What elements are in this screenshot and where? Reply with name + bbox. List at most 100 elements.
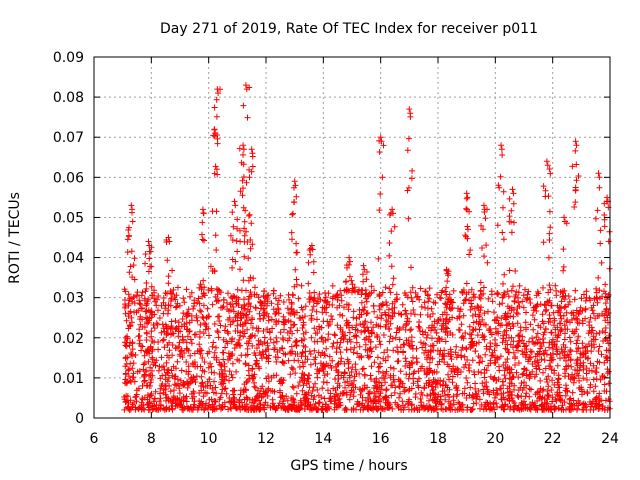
data-point: [519, 337, 526, 344]
data-point: [141, 406, 148, 413]
data-point: [463, 296, 469, 303]
data-point: [602, 325, 609, 331]
data-point: [332, 363, 339, 370]
data-point: [545, 393, 552, 399]
data-point: [595, 274, 602, 281]
data-point: [314, 370, 321, 377]
data-point: [599, 328, 606, 335]
data-point: [558, 315, 565, 322]
data-point: [179, 316, 186, 322]
data-point: [464, 406, 471, 413]
data-point: [338, 372, 345, 379]
data-point: [391, 223, 398, 230]
data-point: [314, 386, 321, 393]
data-point: [141, 295, 148, 302]
data-point: [599, 373, 606, 379]
data-point: [462, 330, 469, 336]
data-point: [279, 403, 286, 410]
data-point: [131, 255, 138, 262]
data-point: [126, 224, 132, 231]
data-point: [221, 399, 228, 406]
data-point: [229, 256, 236, 263]
data-point: [424, 312, 431, 318]
data-point: [226, 377, 232, 384]
data-point: [396, 394, 402, 401]
data-point: [371, 308, 378, 315]
data-point: [537, 377, 544, 384]
data-point: [547, 170, 554, 177]
data-point: [123, 392, 130, 399]
data-point: [290, 199, 297, 206]
data-point: [408, 338, 415, 345]
data-point: [204, 382, 211, 389]
data-point: [211, 104, 218, 111]
data-point: [314, 330, 321, 336]
data-point: [178, 323, 185, 330]
data-point: [388, 228, 395, 235]
data-point: [209, 407, 216, 413]
data-point: [399, 398, 406, 405]
data-point: [199, 231, 205, 238]
data-point: [429, 310, 436, 317]
data-point: [220, 349, 227, 356]
data-point: [378, 315, 385, 322]
data-point: [436, 294, 443, 301]
data-point: [155, 293, 162, 299]
data-point: [343, 322, 350, 329]
data-point: [240, 174, 247, 180]
data-point: [603, 388, 610, 395]
data-point: [502, 401, 509, 408]
data-point: [424, 292, 431, 299]
data-point: [535, 322, 542, 329]
data-point: [291, 357, 298, 364]
data-point: [381, 309, 388, 316]
data-point: [575, 310, 582, 317]
data-point: [165, 366, 172, 373]
data-point: [597, 240, 604, 247]
data-point: [315, 349, 322, 356]
data-point: [200, 302, 207, 309]
data-point: [527, 406, 534, 413]
data-point: [425, 377, 432, 384]
data-point: [217, 304, 224, 311]
data-point: [455, 305, 461, 312]
data-point: [350, 287, 357, 294]
data-point: [289, 383, 296, 390]
data-point: [308, 242, 315, 249]
data-point: [406, 396, 413, 403]
data-point: [261, 300, 268, 307]
data-point: [349, 381, 356, 388]
data-point: [461, 385, 468, 392]
data-point: [546, 230, 553, 237]
data-point: [290, 402, 297, 409]
data-point: [546, 312, 553, 318]
data-point: [217, 361, 224, 368]
data-point: [545, 392, 552, 399]
data-point: [302, 344, 309, 350]
data-point: [155, 307, 161, 314]
data-point: [460, 312, 467, 319]
data-point: [488, 291, 495, 298]
data-point: [509, 321, 516, 327]
data-point: [328, 365, 335, 371]
data-point: [406, 364, 413, 371]
data-point: [168, 290, 174, 296]
data-point: [443, 266, 450, 273]
data-point: [175, 333, 182, 340]
data-point: [336, 395, 343, 402]
data-point: [323, 304, 330, 311]
data-point: [510, 313, 517, 320]
x-tick-label: 14: [314, 431, 332, 447]
data-point: [422, 288, 429, 295]
data-point: [331, 400, 338, 407]
data-point: [175, 380, 181, 387]
data-point: [358, 329, 365, 336]
data-point: [411, 311, 418, 318]
data-point: [292, 182, 299, 189]
data-point: [191, 300, 198, 307]
data-point: [448, 349, 455, 355]
data-point: [122, 310, 129, 317]
data-point: [302, 313, 308, 320]
data-point: [228, 307, 234, 314]
data-point: [540, 331, 547, 338]
